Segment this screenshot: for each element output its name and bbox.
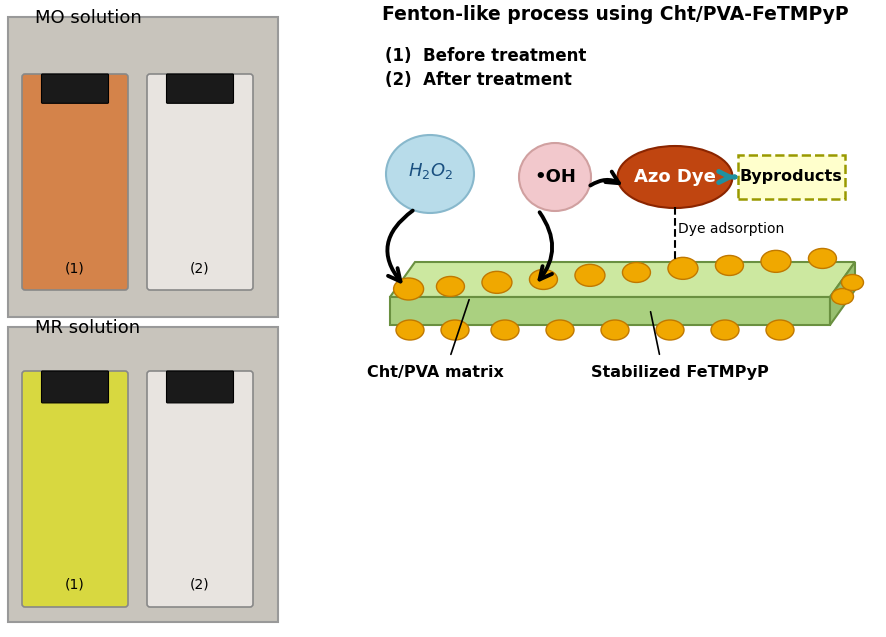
Ellipse shape <box>761 250 791 273</box>
Ellipse shape <box>668 257 698 280</box>
Ellipse shape <box>530 269 557 289</box>
Text: •OH: •OH <box>534 168 576 186</box>
Text: Stabilized FeTMPyP: Stabilized FeTMPyP <box>591 365 769 380</box>
Text: Byproducts: Byproducts <box>740 169 843 185</box>
Polygon shape <box>390 262 855 297</box>
Ellipse shape <box>386 135 474 213</box>
Text: (2): (2) <box>190 261 210 275</box>
FancyBboxPatch shape <box>8 327 278 622</box>
FancyBboxPatch shape <box>167 74 234 103</box>
Ellipse shape <box>808 248 836 268</box>
Text: $H_2O_2$: $H_2O_2$ <box>408 161 453 181</box>
Ellipse shape <box>842 275 864 290</box>
FancyBboxPatch shape <box>147 371 253 607</box>
Ellipse shape <box>575 264 605 287</box>
Ellipse shape <box>546 320 574 340</box>
Ellipse shape <box>491 320 519 340</box>
Ellipse shape <box>618 146 733 208</box>
Polygon shape <box>830 262 855 325</box>
Ellipse shape <box>482 271 512 294</box>
Ellipse shape <box>519 143 591 211</box>
Ellipse shape <box>766 320 794 340</box>
Ellipse shape <box>393 278 424 300</box>
Text: Azo Dye: Azo Dye <box>634 168 716 186</box>
Text: Cht/PVA matrix: Cht/PVA matrix <box>367 365 503 380</box>
Ellipse shape <box>623 262 650 282</box>
Text: (2)  After treatment: (2) After treatment <box>385 71 571 89</box>
Text: (1): (1) <box>66 261 85 275</box>
FancyBboxPatch shape <box>167 371 234 403</box>
FancyBboxPatch shape <box>42 371 108 403</box>
Polygon shape <box>390 297 830 325</box>
FancyBboxPatch shape <box>22 74 128 290</box>
Text: (1): (1) <box>66 578 85 592</box>
Ellipse shape <box>656 320 684 340</box>
FancyBboxPatch shape <box>738 155 845 199</box>
Text: (2): (2) <box>190 578 210 592</box>
Ellipse shape <box>711 320 739 340</box>
Ellipse shape <box>441 320 469 340</box>
Ellipse shape <box>831 289 853 304</box>
Text: MR solution: MR solution <box>35 319 141 337</box>
Ellipse shape <box>601 320 629 340</box>
Ellipse shape <box>396 320 424 340</box>
Text: Dye adsorption: Dye adsorption <box>678 222 784 236</box>
Text: MO solution: MO solution <box>35 9 142 27</box>
Ellipse shape <box>716 255 743 275</box>
FancyBboxPatch shape <box>147 74 253 290</box>
Text: Fenton-like process using Cht/PVA-FeTMPyP: Fenton-like process using Cht/PVA-FeTMPy… <box>382 5 848 24</box>
Text: (1)  Before treatment: (1) Before treatment <box>385 47 587 65</box>
FancyBboxPatch shape <box>8 17 278 317</box>
Ellipse shape <box>437 276 464 296</box>
FancyBboxPatch shape <box>42 74 108 103</box>
FancyBboxPatch shape <box>22 371 128 607</box>
